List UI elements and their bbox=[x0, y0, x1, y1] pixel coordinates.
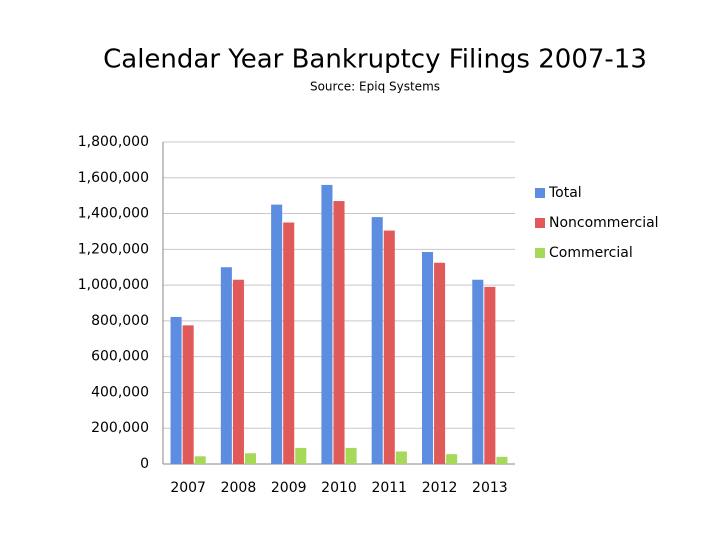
bar bbox=[421, 252, 434, 464]
y-tick-label: 1,000,000 bbox=[78, 277, 149, 293]
bar bbox=[244, 453, 257, 464]
bar bbox=[345, 447, 357, 464]
bar bbox=[295, 447, 307, 464]
legend-label: Total bbox=[548, 185, 582, 201]
bar bbox=[446, 454, 458, 464]
y-tick-label: 800,000 bbox=[91, 313, 149, 329]
bar bbox=[170, 316, 182, 464]
bar bbox=[182, 325, 194, 464]
chart-subtitle: Source: Epiq Systems bbox=[310, 80, 440, 94]
y-tick-label: 200,000 bbox=[91, 420, 149, 436]
bar bbox=[232, 279, 244, 464]
x-tick-label: 2011 bbox=[371, 480, 407, 496]
y-tick-label: 1,600,000 bbox=[78, 170, 149, 186]
y-tick-label: 1,800,000 bbox=[78, 134, 149, 150]
legend-swatch bbox=[535, 218, 545, 228]
bar bbox=[395, 451, 407, 464]
y-tick-label: 400,000 bbox=[91, 384, 149, 400]
bar bbox=[271, 204, 283, 464]
bar bbox=[484, 286, 496, 464]
bar bbox=[371, 217, 383, 464]
x-tick-label: 2012 bbox=[422, 480, 458, 496]
legend-label: Commercial bbox=[549, 245, 633, 261]
bar bbox=[333, 201, 345, 465]
bar bbox=[321, 184, 333, 464]
legend-label: Noncommercial bbox=[549, 215, 659, 231]
bar bbox=[472, 279, 484, 464]
y-tick-label: 1,400,000 bbox=[78, 206, 149, 222]
legend-swatch bbox=[535, 248, 545, 258]
chart-title: Calendar Year Bankruptcy Filings 2007-13 bbox=[103, 45, 647, 75]
bar bbox=[383, 230, 395, 464]
y-tick-label: 600,000 bbox=[91, 349, 149, 365]
bar bbox=[220, 267, 232, 464]
x-tick-label: 2009 bbox=[271, 480, 307, 496]
bar bbox=[194, 456, 206, 464]
bar bbox=[434, 262, 446, 464]
y-tick-label: 0 bbox=[140, 456, 149, 472]
legend-swatch bbox=[535, 188, 545, 198]
x-tick-label: 2007 bbox=[170, 480, 206, 496]
x-tick-label: 2010 bbox=[321, 480, 357, 496]
x-tick-label: 2013 bbox=[472, 480, 508, 496]
bar bbox=[496, 456, 508, 464]
x-tick-label: 2008 bbox=[221, 480, 257, 496]
bar bbox=[283, 222, 295, 464]
y-tick-label: 1,200,000 bbox=[78, 241, 149, 257]
